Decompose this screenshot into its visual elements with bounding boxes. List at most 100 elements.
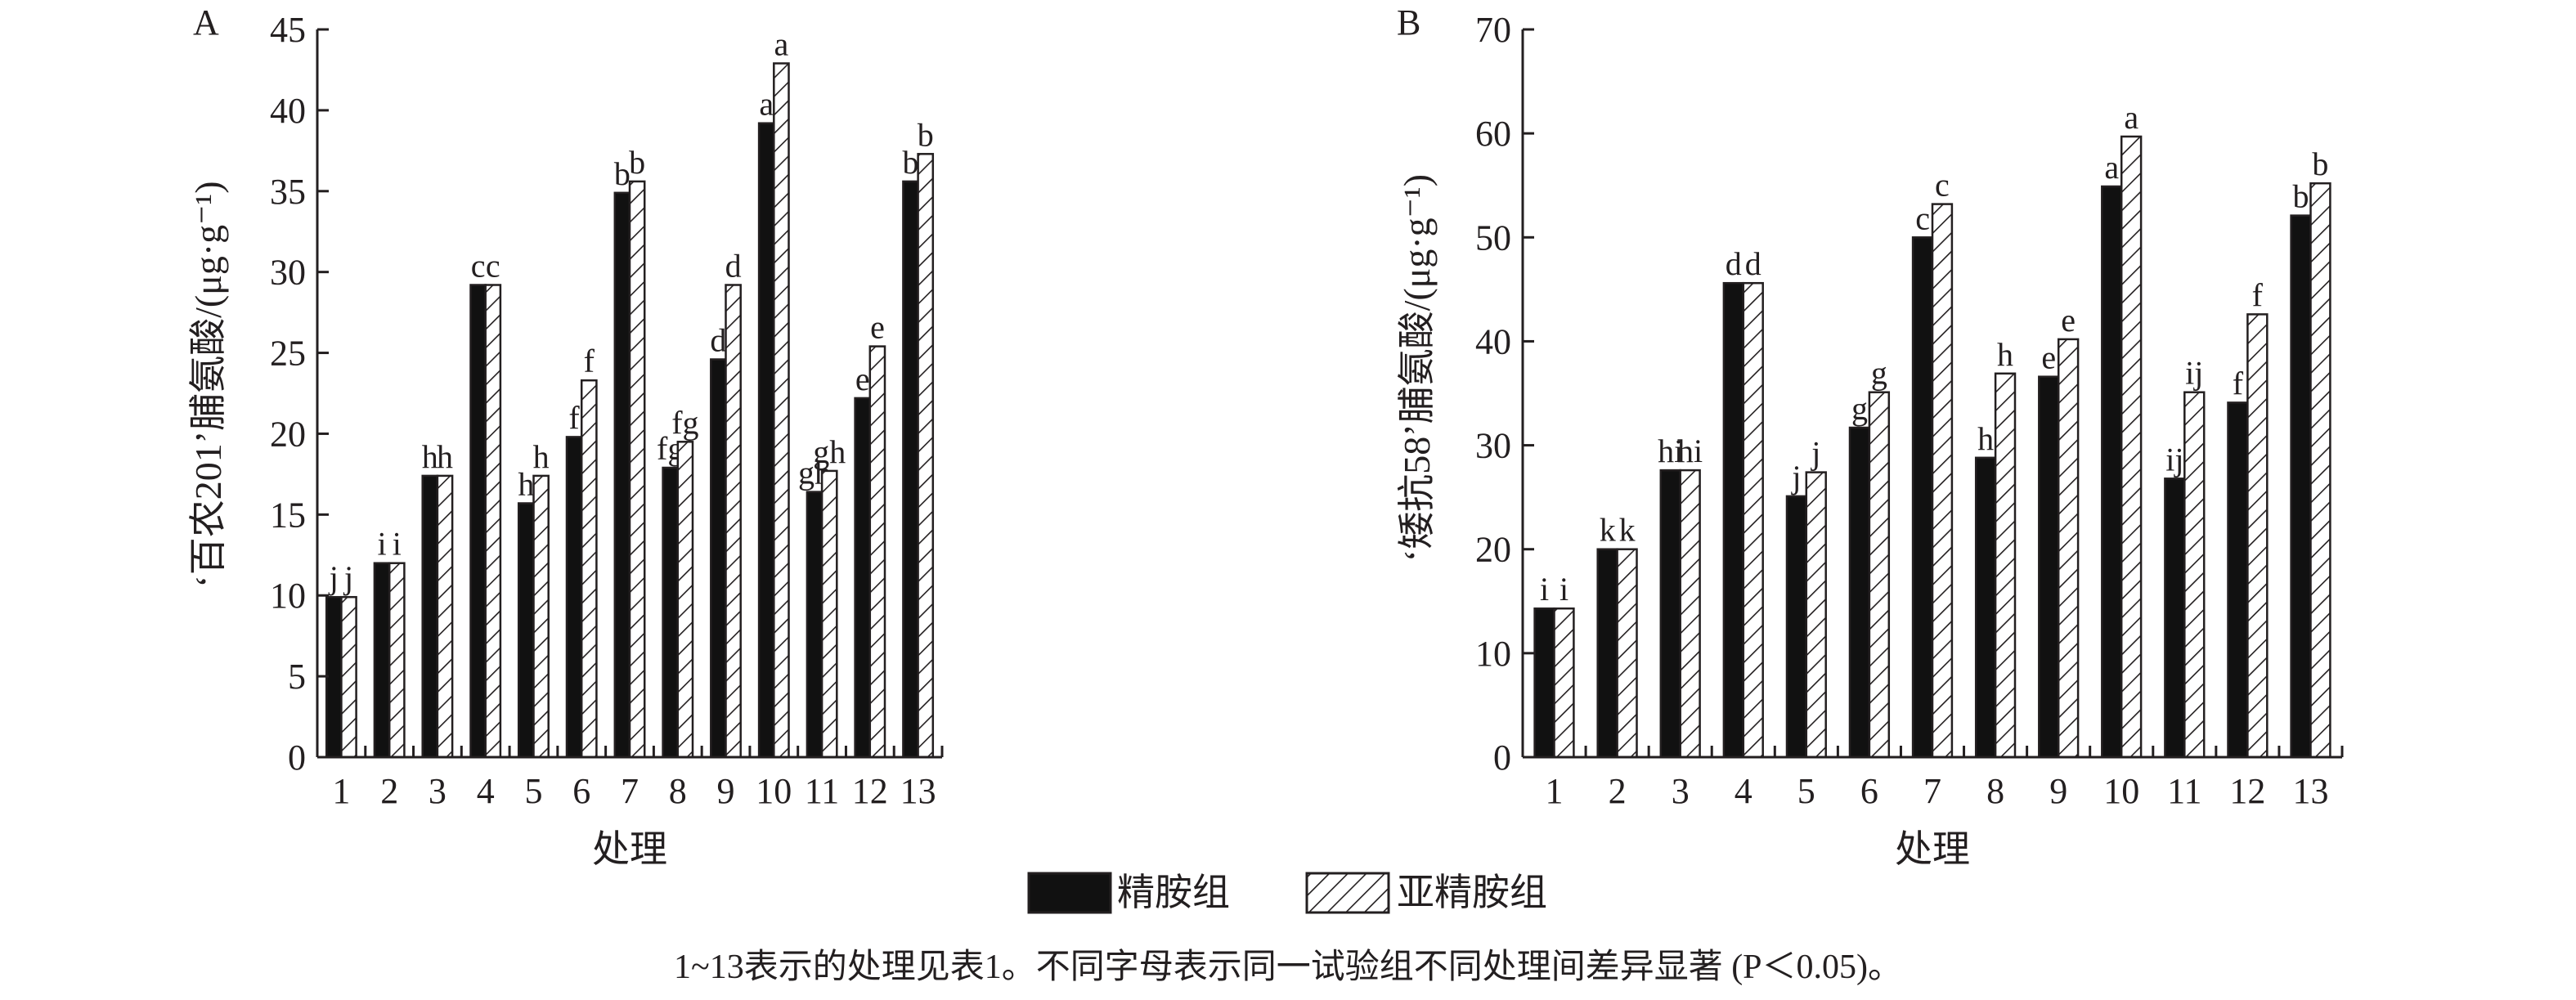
panel-a-bar-s2-6 [581,380,596,757]
panel-a-ytick-label: 10 [270,576,306,616]
panel-b-sig-label-s1-11: ij [2165,441,2183,478]
panel-a-bar-s2-13 [918,154,933,757]
legend-label-spermidine: 亚精胺组 [1397,872,1547,913]
panel-a-ytick-label: 40 [270,91,306,131]
panel-a-bar-s2-4 [486,285,500,758]
panel-a-xtick-label-11: 11 [805,771,839,811]
panel-b-bar-s2-4 [1744,283,1763,757]
panel-b-bar-s1-11 [2165,478,2184,757]
panel-a-bar-s1-11 [807,492,822,757]
panel-b-sig-label-s1-7: c [1915,200,1930,236]
panel-a-bar-s1-5 [518,504,533,758]
panel-b-sig-label-s2-8: h [1997,336,2013,373]
panel-a-xtick-label-9: 9 [717,771,735,811]
panel-b-sig-label-s1-5: j [1790,459,1801,496]
panel-a-bar-s2-1 [341,597,356,757]
panel-b-bar-s1-6 [1850,428,1869,757]
panel-b-bar-s1-7 [1913,237,1932,757]
panel-b-sig-label-s2-5: j [1810,435,1820,472]
panel-b-bar-s2-2 [1618,549,1637,757]
panel-a-sig-label-s1-1: j [328,559,339,596]
panel-a-xtick-label-1: 1 [332,771,350,811]
panel-b-xtick-label-3: 3 [1672,771,1690,811]
panel-a-chart: A ‘百农201’脯氨酸/(μg·g⁻¹) 处理 jihchfbfgdagheb… [187,2,942,870]
panel-a-bar-s1-10 [759,123,774,757]
panel-b-bar-s2-9 [2058,339,2078,757]
panel-a-sig-label-s2-12: e [870,309,885,346]
panel-b-bar-s1-4 [1724,283,1744,757]
panel-b-sig-label-s1-6: g [1851,390,1868,427]
panel-b-xtick-label-6: 6 [1860,771,1878,811]
panel-b-sig-label-s1-9: e [2041,339,2056,376]
panel-a-sig-label-s1-10: a [759,86,774,123]
panel-a-bar-s2-10 [774,64,788,758]
panel-b-bar-s1-10 [2102,186,2121,757]
panel-b-sig-label-s2-11: ij [2185,355,2203,392]
panel-b-sig-label-s2-7: c [1935,167,1950,204]
panel-b-sig-label-s1-4: d [1726,245,1742,282]
panel-b-xtick-label-8: 8 [1986,771,2004,811]
panel-a-bar-s1-6 [567,437,581,757]
panel-a-sig-label-s2-10: a [774,26,789,63]
panel-b-bar-s2-11 [2184,392,2204,757]
panel-b-sig-label-s2-13: b [2312,146,2328,182]
panel-b-sig-label-s1-12: f [2233,365,2244,401]
panel-a-ytick-label: 0 [288,738,306,778]
panel-b-xtick-label-1: 1 [1546,771,1564,811]
panel-b-chart: B ‘矮抗58’脯氨酸/(μg·g⁻¹) 处理 ikhidjgcheaijfbi… [1396,2,2342,870]
panel-a-ytick-label: 30 [270,253,306,293]
panel-b-bar-s2-7 [1932,204,1952,757]
panel-b-xtick-label-9: 9 [2049,771,2067,811]
panel-b-sig-label-s1-13: b [2293,178,2309,215]
panel-a-xlabel: 处理 [592,828,667,870]
panel-b-xtick-label-4: 4 [1735,771,1752,811]
panel-b-sig-label-s2-6: g [1871,355,1887,392]
panel-b-bar-s2-3 [1681,470,1700,757]
panel-a-xtick-label-13: 13 [900,771,936,811]
panel-a-xtick-label-3: 3 [429,771,447,811]
panel-a-bar-s1-3 [423,476,438,757]
panel-a-bar-s1-12 [855,398,870,757]
panel-a-bar-s2-5 [534,476,549,757]
panel-b-bar-s2-1 [1555,608,1574,757]
panel-b-bar-s1-9 [2039,377,2058,757]
panel-b-sig-label-s2-9: e [2061,302,2076,339]
panel-b-sig-label-s1-1: i [1540,571,1549,608]
panel-a-xtick-label-12: 12 [852,771,888,811]
panel-b-sig-label-s2-3: hi [1677,433,1703,469]
panel-b-sig-label-s1-10: a [2104,149,2119,186]
legend-label-spermine: 精胺组 [1117,872,1230,913]
legend-swatch-spermidine [1307,873,1389,913]
panel-a-sig-label-s1-7: b [614,155,631,192]
panel-b-tag: B [1397,2,1420,43]
panel-a-ytick-label: 35 [270,172,306,212]
panel-a-ylabel: ‘百农201’脯氨酸/(μg·g⁻¹) [187,181,229,587]
panel-a-sig-label-s1-6: f [568,399,580,436]
panel-b-bar-s2-12 [2247,314,2267,757]
panel-a-sig-label-s2-6: f [584,343,595,379]
panel-a-sig-label-s1-2: i [377,526,386,563]
panel-b-bar-s2-8 [1995,374,2015,757]
panel-a-bar-s1-9 [711,360,725,758]
panel-a-tag: A [193,2,219,43]
panel-a-sig-label-s2-2: i [393,526,402,563]
panel-b-bar-s1-8 [1976,458,1995,757]
panel-a-bar-s1-7 [615,193,630,757]
panel-a-bar-s2-11 [822,471,837,757]
panel-a-sig-label-s1-3: h [422,438,438,475]
panel-b-ytick-label: 60 [1475,114,1511,154]
panel-b-ytick-label: 20 [1475,530,1511,570]
panel-b-ytick-label: 10 [1475,634,1511,674]
panel-a-bar-s1-8 [663,468,678,757]
panel-b-ytick-label: 0 [1493,738,1511,778]
panel-a-sig-label-s2-8: fg [671,404,698,441]
panel-b-xtick-label-10: 10 [2103,771,2139,811]
panel-b-bar-s2-6 [1869,392,1889,757]
panel-a-ytick-label: 15 [270,495,306,535]
panel-a-sig-label-s2-3: h [437,438,453,475]
panel-b-sig-label-s2-12: f [2252,276,2264,313]
panel-a-xtick-label-7: 7 [621,771,639,811]
panel-a-bar-s2-12 [870,347,885,757]
panel-a-sig-label-s2-1: j [343,559,353,596]
panel-b-xtick-label-13: 13 [2293,771,2329,811]
